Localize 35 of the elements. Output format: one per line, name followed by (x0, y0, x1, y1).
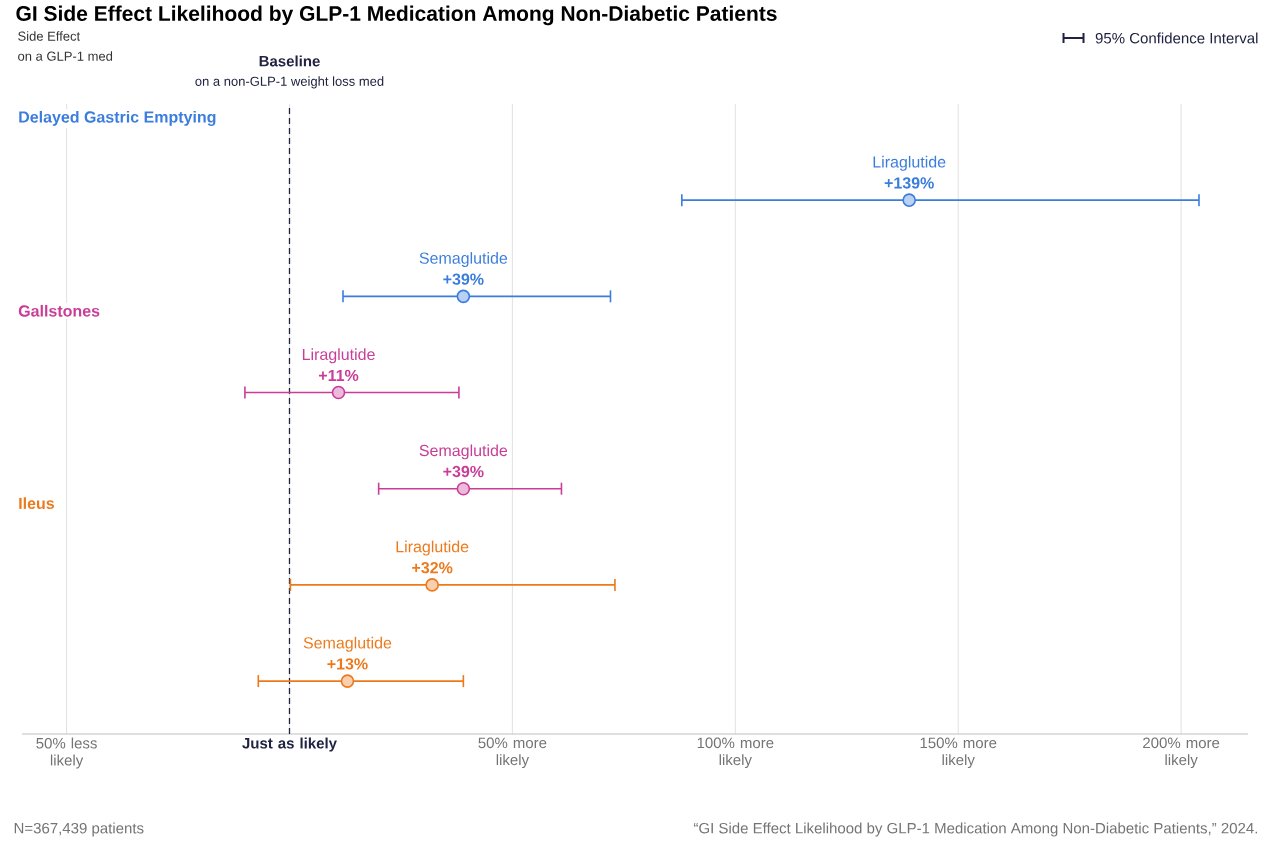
text: “GI Side Effect Likelihood by GLP-1 Medication Among Non-Diabetic Patients,” 2024. (694, 822, 1258, 837)
text: Gallstones (18, 304, 100, 317)
x-tick-label: 50% less likely (36, 737, 97, 769)
x-tick-label: 200% more likely (1143, 737, 1220, 769)
ref-line-label: Baseline (259, 55, 320, 67)
data-label: +11% (318, 369, 359, 382)
text: Ileus (19, 497, 55, 510)
chart-title: GI Side Effect Likelihood by GLP-1 Medication Among Non-Diabetic Patients (16, 5, 777, 26)
x-tick-label: 50% more likely (478, 737, 547, 769)
y-tick-label: Liraglutide (396, 540, 469, 556)
data-label: +13% (327, 658, 368, 670)
text: on a GLP-1 med (18, 51, 113, 61)
point (340, 674, 355, 688)
x-tick-label: Just as likely (242, 737, 337, 752)
y-tick-label: Semaglutide (419, 252, 508, 267)
point (456, 289, 471, 304)
text: Delayed Gastric Emptying (19, 110, 216, 126)
text: N=367,439 patients (14, 822, 144, 837)
data-label: +39% (443, 273, 484, 285)
point (425, 578, 439, 592)
point (456, 481, 471, 496)
text: on a non-GLP-1 weight loss med (195, 76, 384, 89)
y-tick-label: Liraglutide (302, 348, 375, 364)
y-tick-label: Liraglutide (873, 155, 946, 171)
point (331, 385, 346, 400)
data-label: +139% (884, 177, 934, 189)
x-tick-label: 150% more likely (920, 737, 997, 769)
x-tick-label: 100% more likely (697, 737, 774, 769)
data-label: +32% (412, 562, 453, 574)
data-label: +39% (443, 465, 484, 478)
y-tick-label: Semaglutide (419, 444, 508, 460)
y-tick-label: Semaglutide (303, 636, 392, 652)
text: Side Effect (18, 31, 81, 41)
text: 95% Confidence Interval (1095, 32, 1258, 44)
point (902, 193, 916, 207)
